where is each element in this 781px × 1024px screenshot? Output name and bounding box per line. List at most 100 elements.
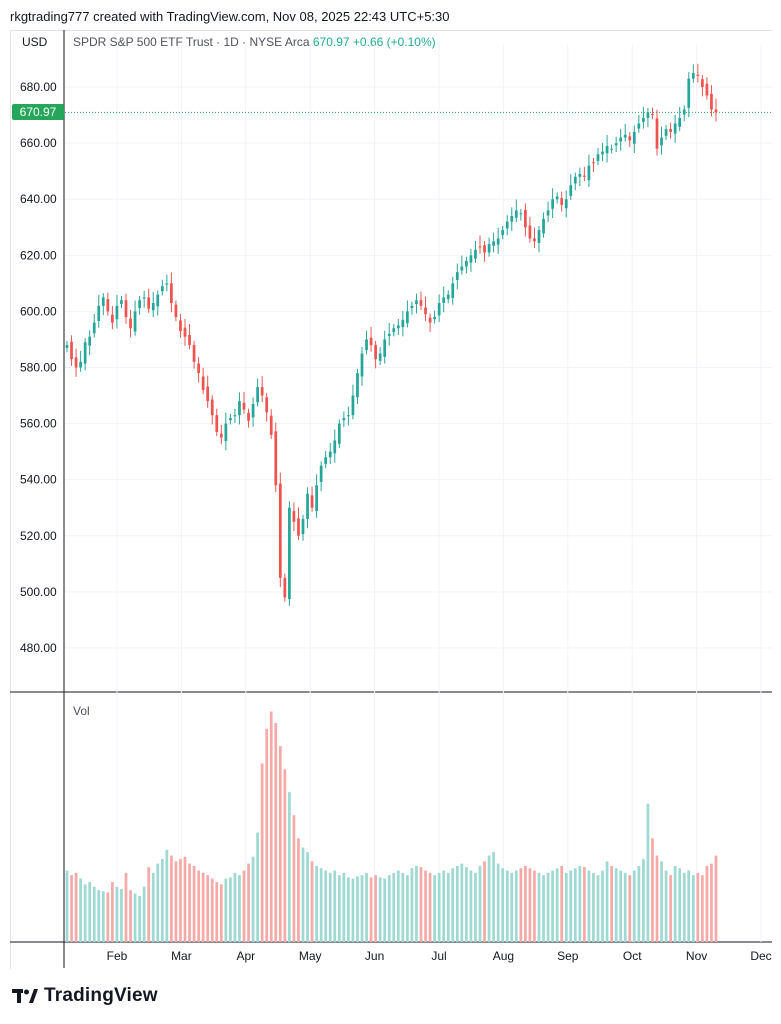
volume-label: Vol	[73, 704, 90, 718]
candle-body	[156, 294, 160, 307]
volume-bar	[415, 865, 418, 942]
volume-bar	[219, 884, 223, 942]
volume-bar	[460, 863, 464, 942]
volume-bar	[596, 875, 600, 942]
volume-bar	[147, 867, 151, 942]
volume-bar	[201, 872, 205, 942]
volume-bar	[256, 832, 259, 942]
volume-bar	[165, 849, 169, 942]
candle-body	[655, 118, 659, 149]
candle-body	[328, 451, 332, 458]
candle-body	[505, 221, 509, 229]
volume-bar	[533, 870, 536, 942]
volume-bar	[324, 870, 328, 942]
volume-bar	[564, 872, 568, 942]
candle-body	[242, 402, 246, 410]
volume-bar	[301, 847, 305, 942]
volume-bar	[542, 875, 545, 942]
candle-body	[247, 412, 250, 421]
volume-bar	[251, 856, 255, 942]
candle-body	[324, 457, 328, 464]
candle-body	[219, 433, 223, 438]
volume-bar	[469, 870, 473, 942]
volume-bar	[233, 872, 237, 942]
volume-bar	[691, 875, 695, 942]
last-price-tag: 670.97	[12, 104, 64, 121]
candle-body	[501, 230, 505, 236]
volume-bar	[628, 875, 632, 942]
volume-bar	[392, 872, 396, 942]
x-tick-label: Oct	[623, 949, 642, 963]
candle-body	[587, 165, 591, 181]
candle-body	[474, 249, 477, 259]
currency-label[interactable]: USD	[22, 35, 48, 49]
volume-bar	[88, 882, 92, 942]
candle-body	[446, 294, 450, 300]
candle-body	[151, 303, 155, 311]
candle-body	[415, 300, 418, 305]
volume-bar	[306, 852, 309, 942]
candle-body	[124, 300, 128, 318]
candle-body	[419, 300, 423, 306]
volume-bar	[278, 746, 282, 942]
candle-body	[632, 131, 636, 144]
volume-bar	[192, 865, 196, 942]
candle-body	[623, 134, 627, 138]
volume-bar	[83, 884, 87, 942]
candle-body	[428, 317, 432, 323]
candle-body	[179, 320, 182, 332]
x-tick-label: Mar	[171, 949, 192, 963]
volume-bar	[496, 863, 500, 942]
volume-bar	[524, 865, 527, 942]
volume-bar	[705, 865, 709, 942]
candle-body	[533, 238, 536, 242]
volume-bar	[319, 868, 323, 942]
x-tick-label: Aug	[493, 949, 514, 963]
candle-body	[705, 83, 709, 96]
volume-bar	[188, 863, 191, 942]
candle-body	[424, 307, 427, 315]
volume-bar	[328, 872, 332, 942]
candle-body	[524, 209, 527, 228]
candle-body	[351, 395, 355, 416]
candle-body	[224, 423, 228, 441]
volume-bar	[197, 870, 200, 942]
y-tick-label: 640.00	[20, 192, 57, 206]
volume-bar	[210, 878, 214, 942]
candle-body	[483, 245, 486, 253]
candle-body	[201, 376, 205, 390]
candle-body	[347, 415, 350, 417]
candle-body	[555, 196, 559, 200]
volume-bar	[260, 763, 264, 942]
candle-body	[88, 336, 92, 346]
volume-bar	[124, 872, 128, 942]
volume-bar	[65, 870, 69, 942]
volume-bar	[133, 893, 137, 942]
candle-body	[569, 185, 573, 196]
volume-bar	[614, 868, 618, 942]
x-tick-label: Dec	[750, 949, 771, 963]
volume-bar	[642, 859, 645, 942]
volume-bar	[623, 872, 627, 942]
volume-bar	[224, 878, 228, 942]
candle-body	[492, 241, 495, 246]
candle-body	[433, 317, 436, 320]
candle-body	[605, 145, 609, 154]
volume-bar	[387, 875, 391, 942]
candle-body	[79, 361, 82, 368]
candle-body	[691, 73, 695, 79]
candle-body	[215, 415, 219, 432]
candle-body	[710, 93, 713, 110]
y-tick-label: 680.00	[20, 80, 57, 94]
candle-body	[455, 272, 459, 281]
volume-bar	[428, 872, 432, 942]
candle-body	[65, 345, 69, 348]
x-tick-label: Feb	[107, 949, 128, 963]
volume-bar	[238, 875, 241, 942]
volume-bar	[115, 886, 119, 942]
candle-body	[92, 322, 96, 334]
volume-bar	[433, 875, 436, 942]
candle-body	[669, 129, 672, 132]
volume-bar	[356, 876, 359, 942]
